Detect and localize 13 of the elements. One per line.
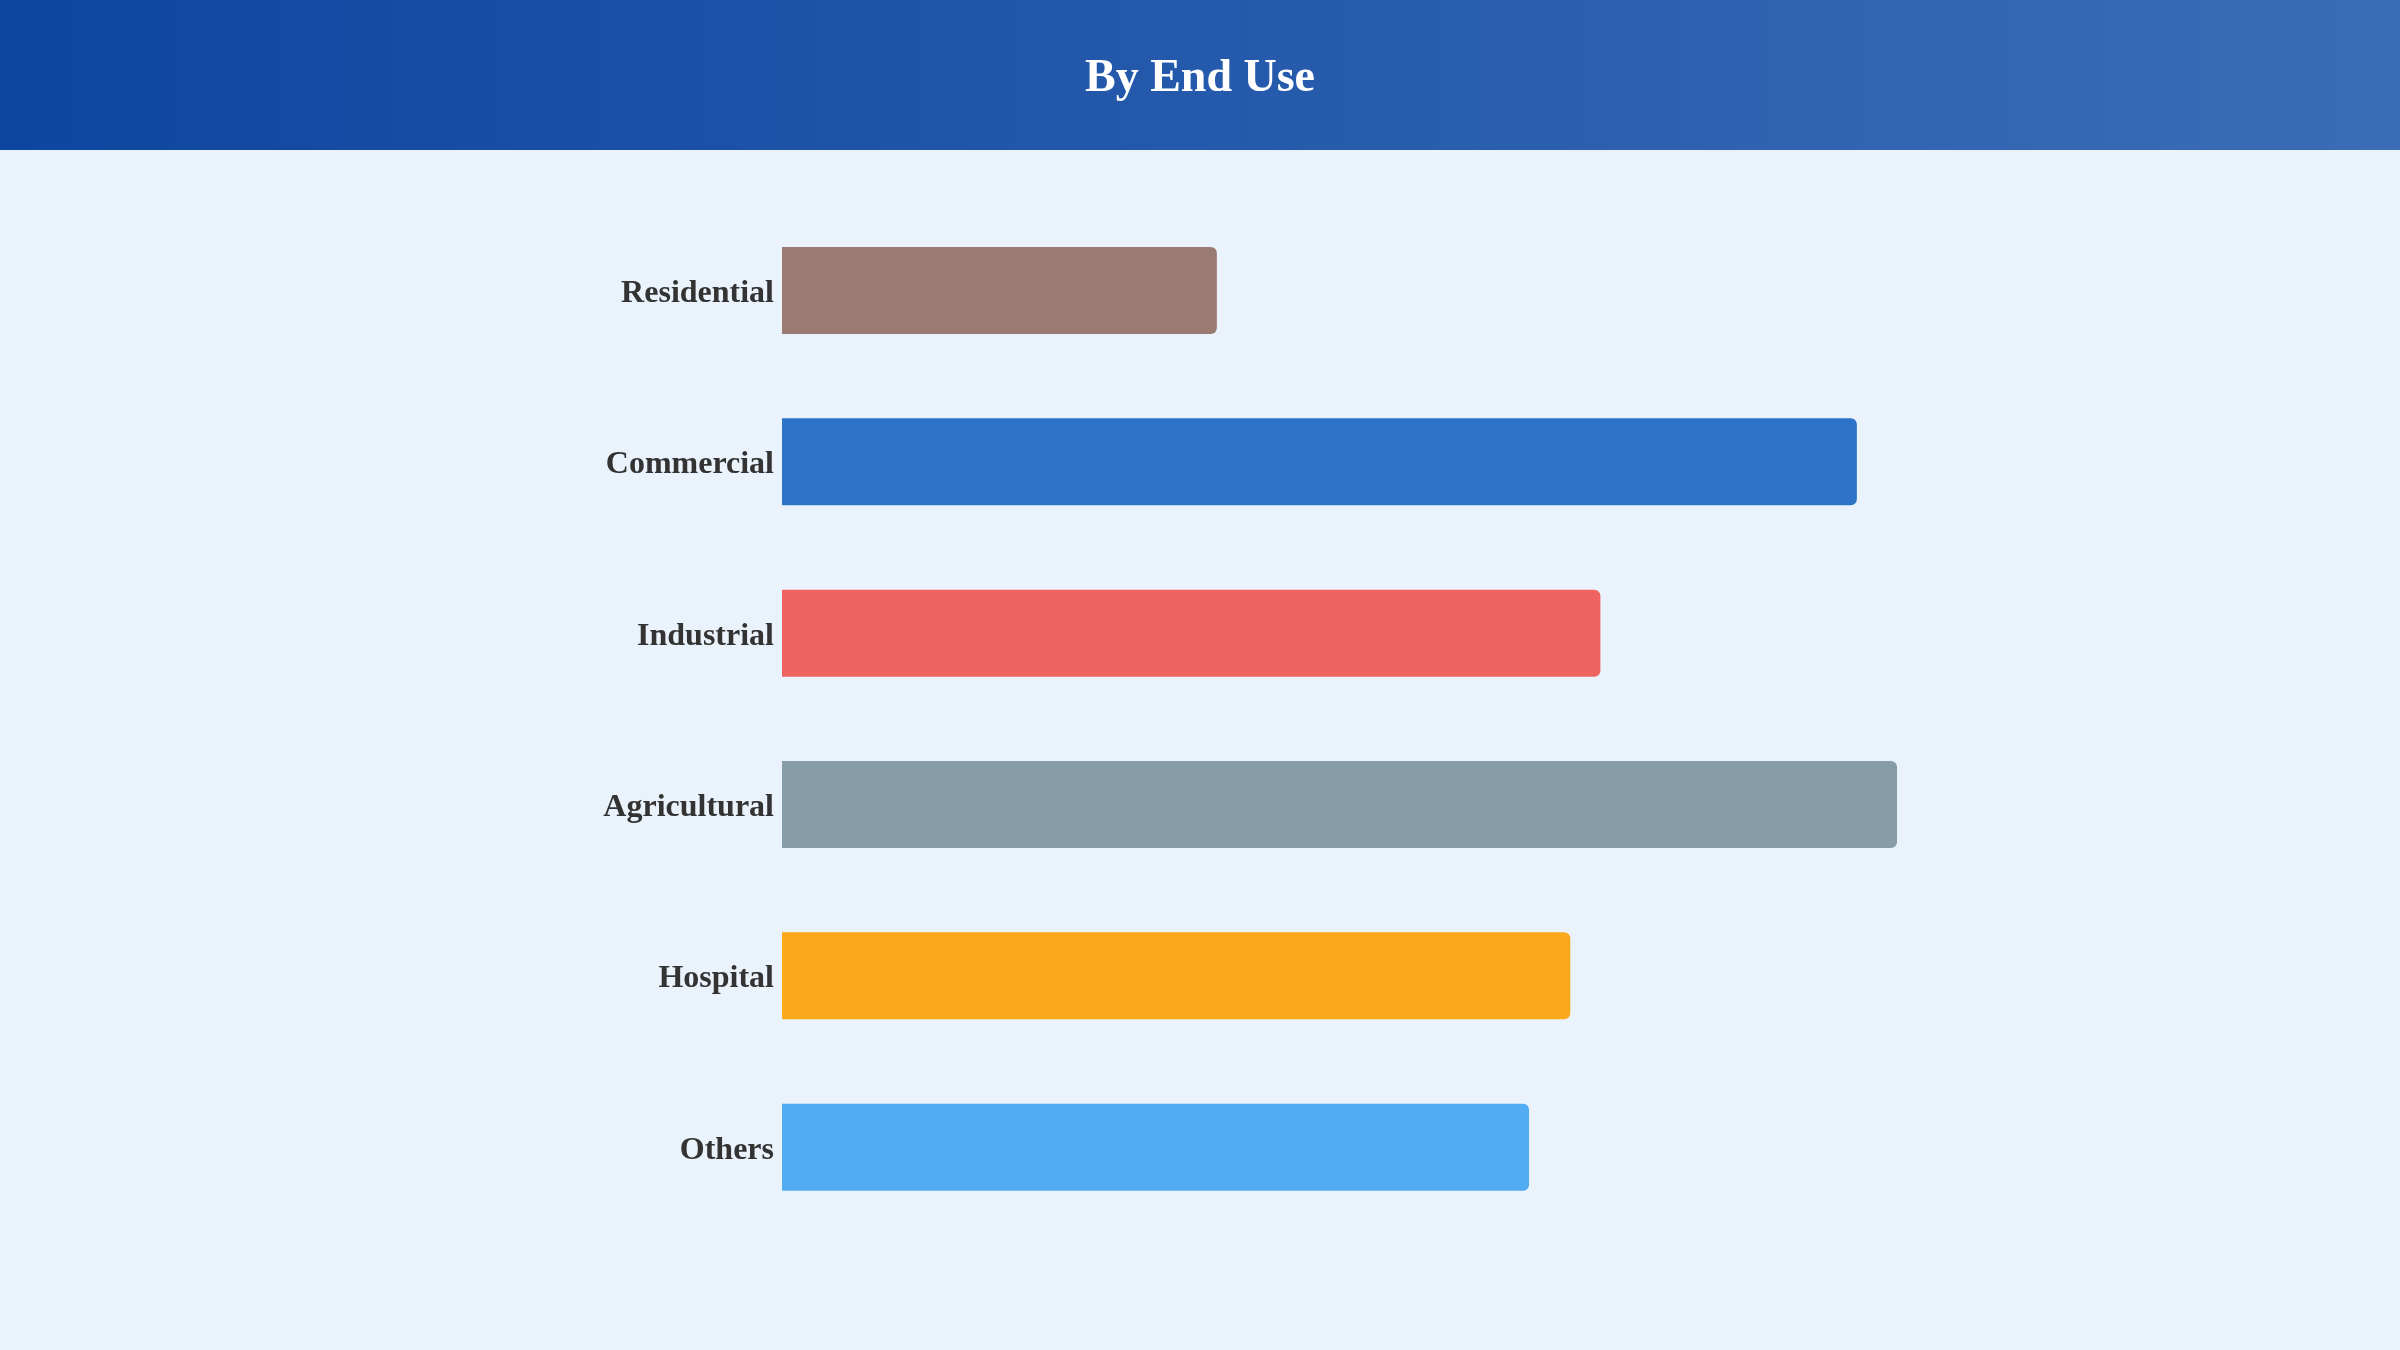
y-tick-label: Agricultural xyxy=(603,787,775,824)
chart-title: By End Use xyxy=(1084,48,1316,102)
y-tick-label: Hospital xyxy=(658,958,775,995)
bar xyxy=(782,1103,1530,1191)
bar xyxy=(782,761,1897,848)
bar xyxy=(782,932,1571,1020)
y-tick-label: Residential xyxy=(621,273,775,310)
bar xyxy=(782,418,1857,506)
y-tick-label: Industrial xyxy=(637,615,775,652)
bar xyxy=(782,589,1601,677)
y-tick-label: Others xyxy=(679,1129,774,1166)
y-tick-label: Commercial xyxy=(605,444,775,481)
bar xyxy=(782,247,1217,334)
